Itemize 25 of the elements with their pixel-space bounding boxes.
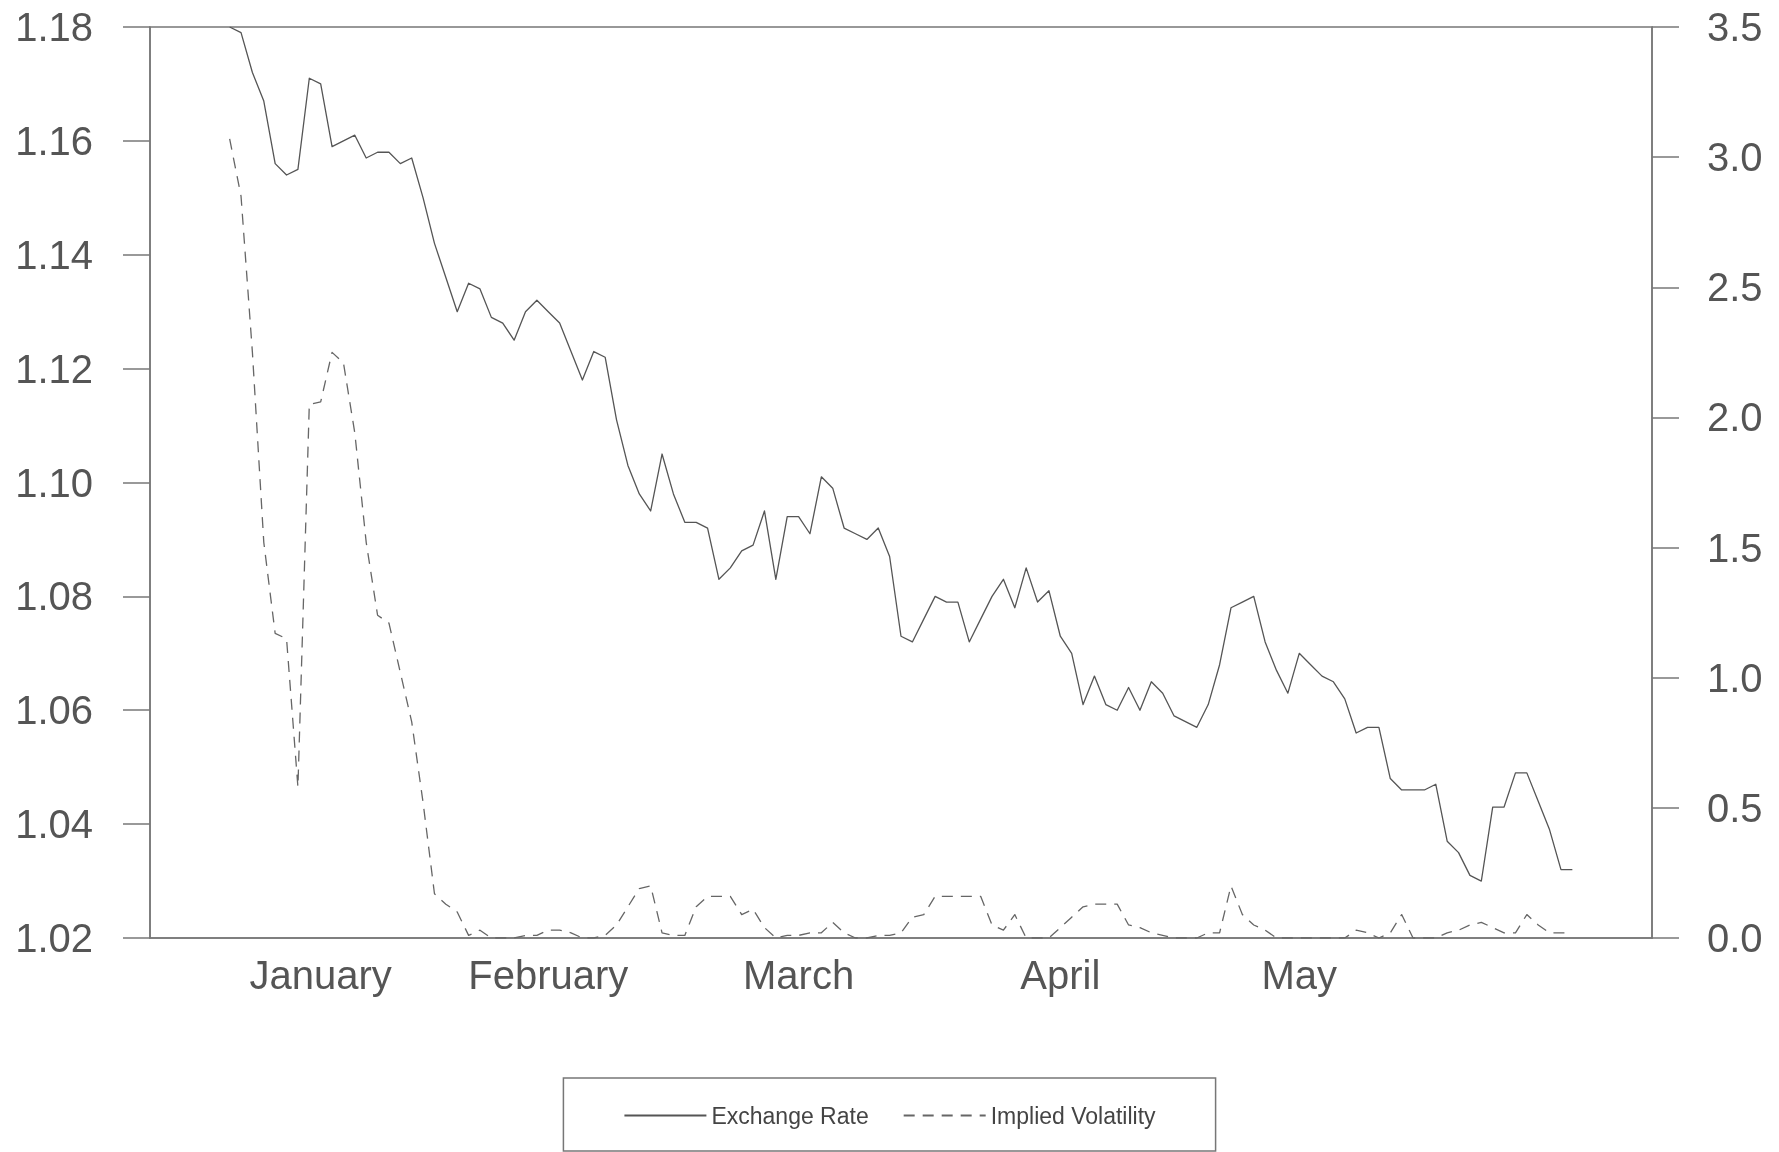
legend-label: Exchange Rate	[711, 1102, 869, 1129]
y-tick-label: 1.08	[15, 574, 93, 619]
y2-tick-label: 3.0	[1707, 135, 1763, 180]
y-tick-label: 1.18	[15, 5, 93, 49]
y-tick-label: 1.04	[15, 802, 93, 847]
y-tick-label: 1.02	[15, 916, 93, 960]
y2-tick-label: 0.0	[1707, 916, 1763, 960]
legend-label: Implied Volatility	[990, 1102, 1157, 1129]
line-series	[229, 26, 1573, 882]
x-tick-label: May	[1261, 953, 1338, 997]
y2-tick-label: 3.5	[1707, 5, 1763, 49]
y2-tick-label: 1.0	[1707, 655, 1763, 700]
y2-tick-label: 2.0	[1707, 395, 1763, 440]
y2-tick-label: 0.5	[1707, 785, 1763, 830]
y-tick-label: 1.16	[15, 118, 93, 163]
x-tick-label: January	[249, 953, 392, 997]
y-tick-label: 1.12	[15, 346, 93, 391]
y2-tick-label: 2.5	[1707, 265, 1763, 310]
x-tick-label: March	[743, 953, 855, 997]
y-tick-label: 1.06	[15, 688, 93, 733]
y-tick-label: 1.14	[15, 232, 93, 277]
x-tick-label: February	[468, 953, 629, 997]
y-tick-label: 1.10	[15, 460, 93, 505]
x-tick-label: April	[1020, 953, 1101, 997]
y2-tick-label: 1.5	[1707, 525, 1763, 570]
